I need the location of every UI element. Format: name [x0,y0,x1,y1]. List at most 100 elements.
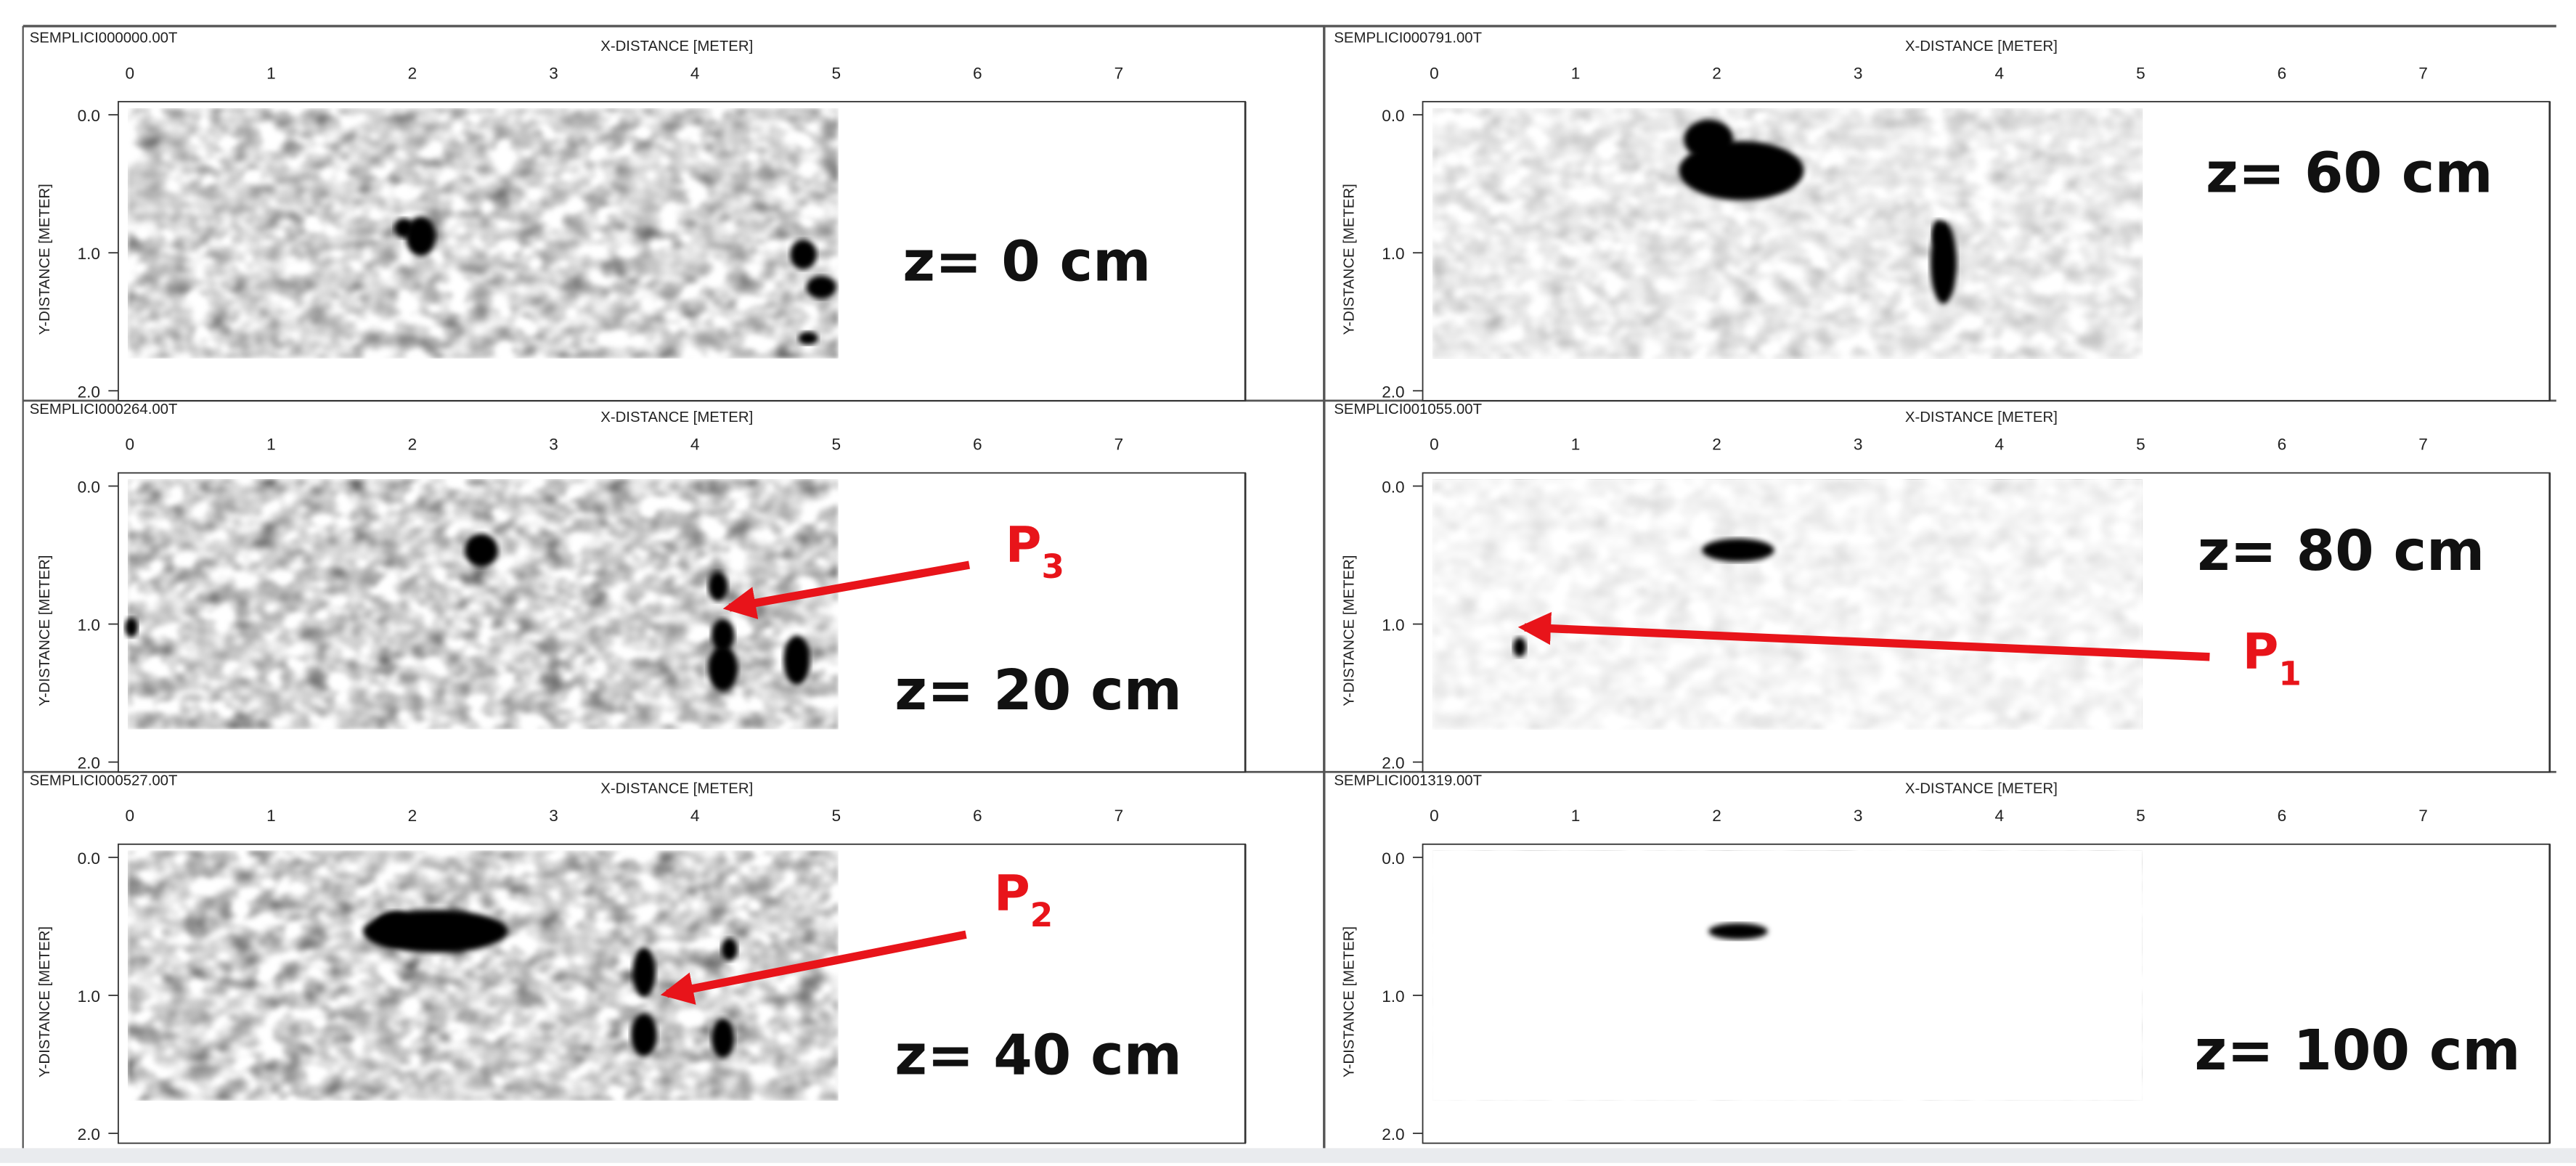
anomaly [374,911,415,945]
y-tick-label: 0.0 [78,478,100,497]
x-tick-label: 6 [2278,436,2287,454]
x-tick-label: 2 [408,807,417,825]
y-tick-label: 1.0 [78,987,100,1006]
heatmap-fade [1432,850,2143,1101]
anomaly [1702,538,1774,562]
heatmap-fade [128,108,839,359]
depth-label: z= 60 cm [2206,141,2493,205]
x-tick-label: 6 [2278,64,2287,82]
anomaly [708,571,728,601]
anomaly [711,619,735,653]
x-axis-label: X-DISTANCE [METER] [1905,781,2058,797]
x-tick-label: 4 [1994,436,2004,454]
x-tick-label: 3 [1854,436,1863,454]
y-axis-label: Y-DISTANCE [METER] [37,555,53,706]
anomaly [1932,219,1946,247]
x-tick-label: 1 [266,436,276,454]
x-tick-label: 7 [2418,436,2428,454]
annotation-letter: P [2243,624,2279,681]
annotation-label: P2 [994,865,1053,934]
anomaly [394,218,415,238]
depth-label: z= 100 cm [2194,1019,2520,1083]
y-tick-label: 2.0 [1382,383,1404,401]
file-name: SEMPLICI000000.00T [30,30,178,46]
x-tick-label: 1 [1571,64,1581,82]
annotation-letter: P [994,865,1030,922]
x-tick-label: 7 [1114,64,1124,82]
annotation-arrow [722,560,971,619]
x-tick-label: 1 [266,807,276,825]
y-axis-label: Y-DISTANCE [METER] [1342,926,1358,1077]
x-tick-label: 5 [831,436,841,454]
y-axis-label: Y-DISTANCE [METER] [37,184,53,335]
x-tick-label: 0 [125,807,134,825]
x-tick-label: 6 [973,64,982,82]
x-tick-label: 0 [1430,64,1439,82]
file-name: SEMPLICI001319.00T [1334,772,1482,788]
anomaly [630,1013,658,1056]
panel: SEMPLICI001055.00T X-DISTANCE [METER] 0 1 2 3… [1334,401,2551,773]
file-name: SEMPLICI000791.00T [1334,30,1482,46]
x-tick-label: 3 [549,436,558,454]
y-tick-label: 2.0 [1382,754,1404,772]
x-tick-label: 5 [2136,436,2145,454]
x-tick-label: 7 [1114,807,1124,825]
x-tick-label: 0 [125,64,134,82]
annotation-letter: P [1006,517,1042,574]
annotation-arrow [660,930,967,1005]
panel: SEMPLICI001319.00T X-DISTANCE [METER] 0 1 2 3… [1334,772,2551,1144]
annotation-arrow [1517,612,2210,661]
y-tick-label: 0.0 [1382,478,1404,497]
x-tick-label: 5 [831,807,841,825]
annotation-label: P3 [1006,517,1064,587]
x-tick-label: 4 [690,807,700,825]
anomaly [807,275,836,299]
annotation-subscript: 3 [1042,547,1065,586]
anomaly [708,645,738,692]
x-tick-label: 6 [973,807,982,825]
x-tick-label: 3 [1854,64,1863,82]
x-tick-label: 4 [690,64,700,82]
bottom-strip [0,1148,2576,1163]
anomaly [721,937,738,961]
y-tick-label: 1.0 [1382,245,1404,263]
annotation-subscript: 1 [2278,654,2302,693]
x-tick-label: 0 [1430,436,1439,454]
x-tick-label: 2 [408,64,417,82]
heatmap-fade [128,850,839,1101]
x-tick-label: 5 [2136,64,2145,82]
y-tick-label: 1.0 [1382,616,1404,635]
anomaly [465,534,498,567]
x-tick-label: 3 [1854,807,1863,825]
anomaly [632,947,656,998]
x-axis-label: X-DISTANCE [METER] [600,781,753,797]
anomaly [1708,923,1768,940]
x-tick-label: 2 [1712,64,1721,82]
x-tick-label: 5 [831,64,841,82]
y-tick-label: 0.0 [1382,849,1404,868]
heatmap-fade [1432,108,2143,359]
heatmap [128,850,839,1101]
annotation-label: P1 [2243,624,2302,693]
x-tick-label: 2 [1712,807,1721,825]
x-tick-label: 7 [2418,64,2428,82]
anomaly [1684,119,1734,160]
anomaly [783,635,810,685]
x-tick-label: 4 [1994,64,2004,82]
anomaly [798,331,818,345]
x-tick-label: 4 [690,436,700,454]
file-name: SEMPLICI000264.00T [30,401,178,417]
x-tick-label: 2 [408,436,417,454]
x-tick-label: 1 [1571,436,1581,454]
x-tick-label: 4 [1994,807,2004,825]
depth-label: z= 0 cm [902,230,1151,295]
depth-label: z= 20 cm [894,659,1182,723]
depth-label: z= 80 cm [2198,519,2485,584]
y-tick-label: 1.0 [78,245,100,263]
heatmap [128,108,839,359]
anomaly [711,1018,735,1058]
x-axis-label: X-DISTANCE [METER] [1905,38,2058,54]
anomaly [790,240,817,269]
x-axis-label: X-DISTANCE [METER] [600,38,753,54]
